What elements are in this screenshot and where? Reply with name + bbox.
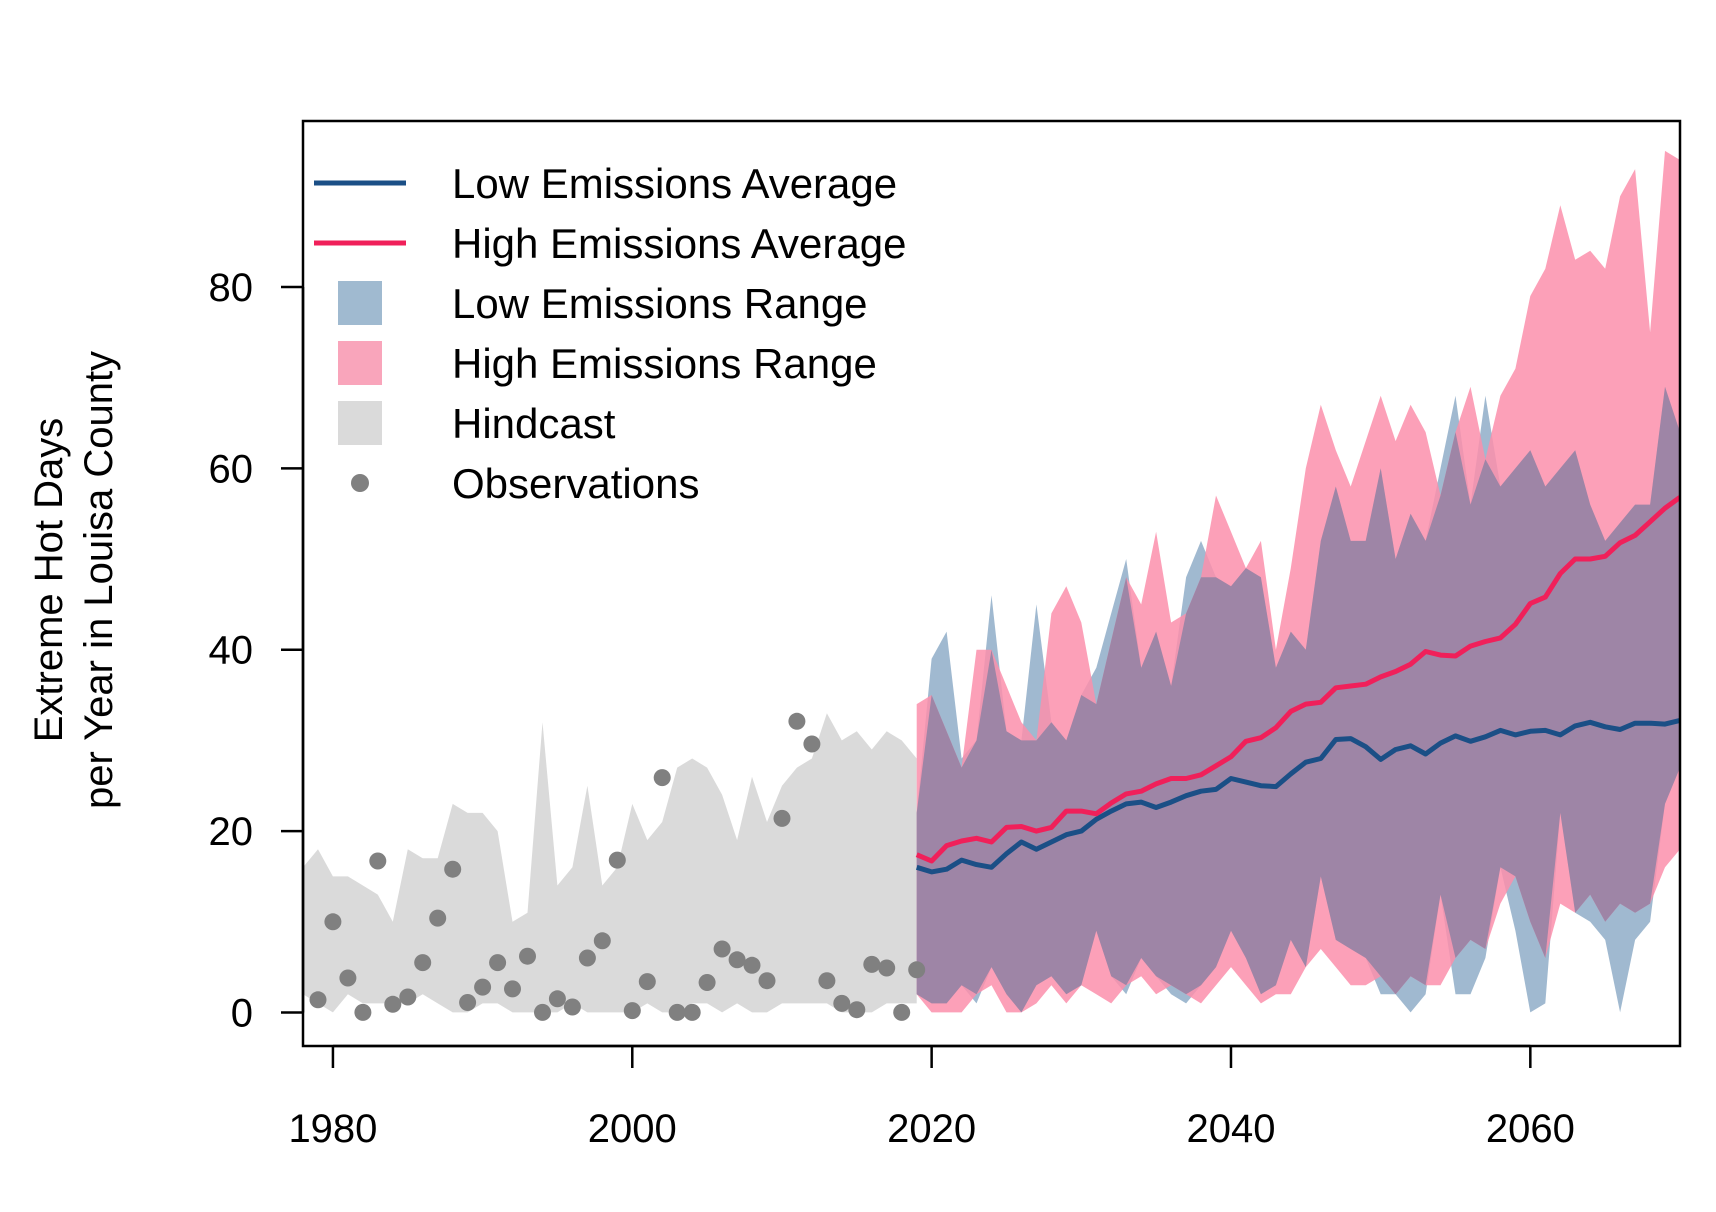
y-tick-label: 0 — [231, 991, 253, 1035]
legend-label: High Emissions Average — [452, 220, 906, 267]
observation-point — [489, 954, 507, 972]
hindcast-band — [303, 713, 917, 1013]
observation-point — [878, 959, 896, 977]
x-tick-label: 2060 — [1486, 1107, 1575, 1151]
y-axis-title: Extreme Hot Days per Year in Louisa Coun… — [27, 351, 121, 809]
observation-point — [608, 851, 626, 869]
legend-point-swatch — [351, 474, 369, 492]
observation-point — [429, 909, 447, 927]
observation-point — [863, 955, 881, 973]
observation-point — [414, 954, 432, 972]
observation-point — [638, 973, 656, 991]
observation-point — [309, 991, 327, 1009]
observation-point — [578, 949, 596, 967]
legend-item: High Emissions Average — [314, 220, 906, 267]
x-tick-label: 2020 — [887, 1107, 976, 1151]
x-tick-label: 1980 — [288, 1107, 377, 1151]
observation-point — [324, 913, 342, 931]
legend-item: Low Emissions Average — [314, 160, 897, 207]
y-tick-label: 40 — [209, 629, 254, 673]
observation-point — [713, 940, 731, 958]
observation-point — [504, 980, 521, 998]
observation-point — [384, 995, 402, 1013]
legend: Low Emissions Average High Emissions Aver… — [314, 160, 906, 507]
y-tick-label: 80 — [209, 266, 254, 310]
observation-point — [833, 994, 851, 1012]
range-bands — [303, 150, 1680, 1013]
observation-point — [803, 735, 821, 753]
legend-label: High Emissions Range — [452, 340, 877, 387]
x-axis: 1980 2000 2020 2040 2060 — [288, 1044, 1575, 1151]
observation-point — [534, 1003, 551, 1021]
legend-box-swatch — [338, 401, 382, 445]
observation-point — [593, 932, 611, 950]
observation-point — [743, 956, 761, 974]
observation-point — [758, 972, 776, 990]
observation-point — [399, 988, 417, 1006]
average-lines — [915, 495, 1680, 875]
observation-point — [459, 994, 477, 1011]
y-axis-title-line-2: per Year in Louisa County — [77, 351, 121, 809]
legend-item: Hindcast — [338, 400, 616, 447]
observation-point — [444, 860, 462, 878]
observation-point — [818, 972, 836, 990]
y-tick-label: 20 — [209, 810, 254, 854]
y-tick-label: 60 — [209, 447, 254, 491]
low-emissions-average-line — [915, 717, 1680, 875]
y-axis-title-line-1: Extreme Hot Days — [27, 418, 71, 743]
legend-box-swatch — [338, 341, 382, 385]
observation-point — [788, 712, 806, 730]
legend-label: Low Emissions Range — [452, 280, 868, 327]
x-tick-label: 2000 — [588, 1107, 677, 1151]
observation-point — [474, 978, 492, 996]
overlap-range-band — [916, 386, 1680, 1013]
x-tick-label: 2040 — [1186, 1107, 1275, 1151]
observation-point — [698, 974, 716, 991]
legend-box-swatch — [338, 281, 382, 325]
observation-point — [354, 1003, 372, 1021]
legend-label: Low Emissions Average — [452, 160, 897, 207]
observation-point — [519, 947, 536, 965]
observation-points — [309, 712, 926, 1021]
legend-label: Hindcast — [452, 400, 616, 447]
legend-label: Observations — [452, 460, 699, 507]
observation-point — [623, 1002, 641, 1020]
legend-item: High Emissions Range — [338, 340, 877, 387]
observation-point — [683, 1003, 701, 1021]
legend-item: Low Emissions Range — [338, 280, 868, 327]
high-emissions-average-line — [915, 495, 1680, 864]
observation-point — [893, 1003, 911, 1021]
observation-point — [773, 809, 791, 827]
observation-point — [548, 990, 566, 1008]
y-axis: 0 20 40 60 80 — [209, 266, 305, 1035]
observation-point — [563, 998, 581, 1016]
legend-item: Observations — [351, 460, 699, 507]
observation-point — [668, 1003, 686, 1021]
observation-point — [908, 961, 926, 979]
observation-point — [653, 769, 671, 787]
observation-point — [728, 951, 746, 969]
observation-point — [339, 969, 357, 987]
observation-point — [369, 852, 387, 870]
observation-point — [848, 1001, 866, 1019]
